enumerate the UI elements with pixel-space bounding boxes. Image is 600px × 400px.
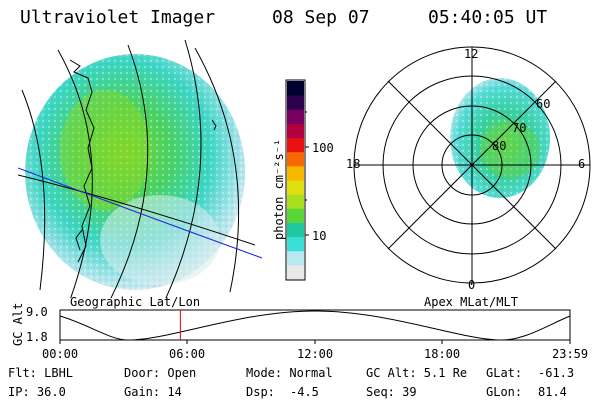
altitude-ylabel: GC Alt	[11, 302, 25, 346]
altitude-ytick-9: 9.0	[26, 305, 48, 319]
colorbar-stripe	[287, 208, 304, 223]
colorbar-stripe	[287, 151, 304, 167]
colorbar-stripe	[287, 222, 304, 238]
colorbar-stripe	[287, 81, 304, 96]
instrument-title: Ultraviolet Imager	[20, 7, 216, 28]
date-label: 08 Sep 07	[272, 7, 370, 28]
geographic-caption: Geographic Lat/Lon	[70, 295, 201, 309]
altitude-xtick-1800: 18:00	[424, 347, 461, 361]
status-glat-label: GLat:	[486, 366, 523, 380]
colorbar-stripe	[287, 109, 304, 124]
colorbar-stripe	[287, 95, 304, 110]
status-glat-value: -61.3	[538, 366, 575, 380]
altitude-xtick-2359: 23:59	[552, 347, 589, 361]
colorbar-tick-100: 100	[312, 141, 334, 155]
mlt-label-0: 0	[468, 278, 476, 292]
coastline	[69, 59, 95, 263]
status-dsp-label: Dsp:	[246, 385, 275, 399]
terminator-line	[18, 167, 263, 259]
mlt-label-12: 12	[464, 47, 479, 61]
status-flt: Flt: LBHL	[8, 366, 74, 380]
colorbar-stripe	[287, 250, 304, 266]
altitude-xtick-1200: 12:00	[297, 347, 334, 361]
status-ip: IP: 36.0	[8, 385, 66, 399]
colorbar-stripe	[287, 264, 304, 280]
colorbar-unit-label: photon cm⁻²s⁻¹	[272, 138, 286, 240]
altitude-xtick-0000: 00:00	[42, 347, 79, 361]
status-mode: Mode: Normal	[246, 366, 333, 380]
altitude-plot	[59, 309, 571, 344]
geographic-map	[18, 39, 263, 298]
status-door: Door: Open	[124, 366, 197, 380]
status-dsp-value: -4.5	[290, 385, 319, 399]
status-glon-value: 81.4	[538, 385, 567, 399]
colorbar-stripe	[287, 194, 304, 209]
colorbar-stripe	[287, 165, 304, 181]
status-seq: Seq: 39	[366, 385, 417, 399]
time-label: 05:40:05 UT	[428, 7, 548, 28]
status-gain: Gain: 14	[124, 385, 182, 399]
colorbar-stripe	[287, 180, 304, 195]
altitude-ytick-1_8: 1.8	[26, 330, 48, 344]
mlt-label-18: 18	[346, 157, 361, 171]
colorbar-tick-10: 10	[312, 229, 327, 243]
colorbar-stripe	[287, 123, 304, 139]
mlat-label-80: 80	[492, 139, 507, 153]
colorbar-stripe	[287, 137, 304, 153]
apex-caption: Apex MLat/MLT	[424, 295, 518, 309]
mlat-label-60: 60	[536, 97, 551, 111]
status-glon-label: GLon:	[486, 385, 523, 399]
colorbar	[285, 79, 309, 281]
altitude-xtick-0600: 06:00	[169, 347, 206, 361]
latlon-grid-arc	[21, 89, 46, 291]
mlat-label-70: 70	[512, 121, 527, 135]
altitude-curve	[59, 310, 571, 341]
status-gc-alt: GC Alt: 5.1 Re	[366, 366, 468, 380]
polar-plot	[353, 46, 591, 284]
colorbar-stripe	[287, 236, 304, 252]
mlt-label-6: 6	[578, 157, 586, 171]
